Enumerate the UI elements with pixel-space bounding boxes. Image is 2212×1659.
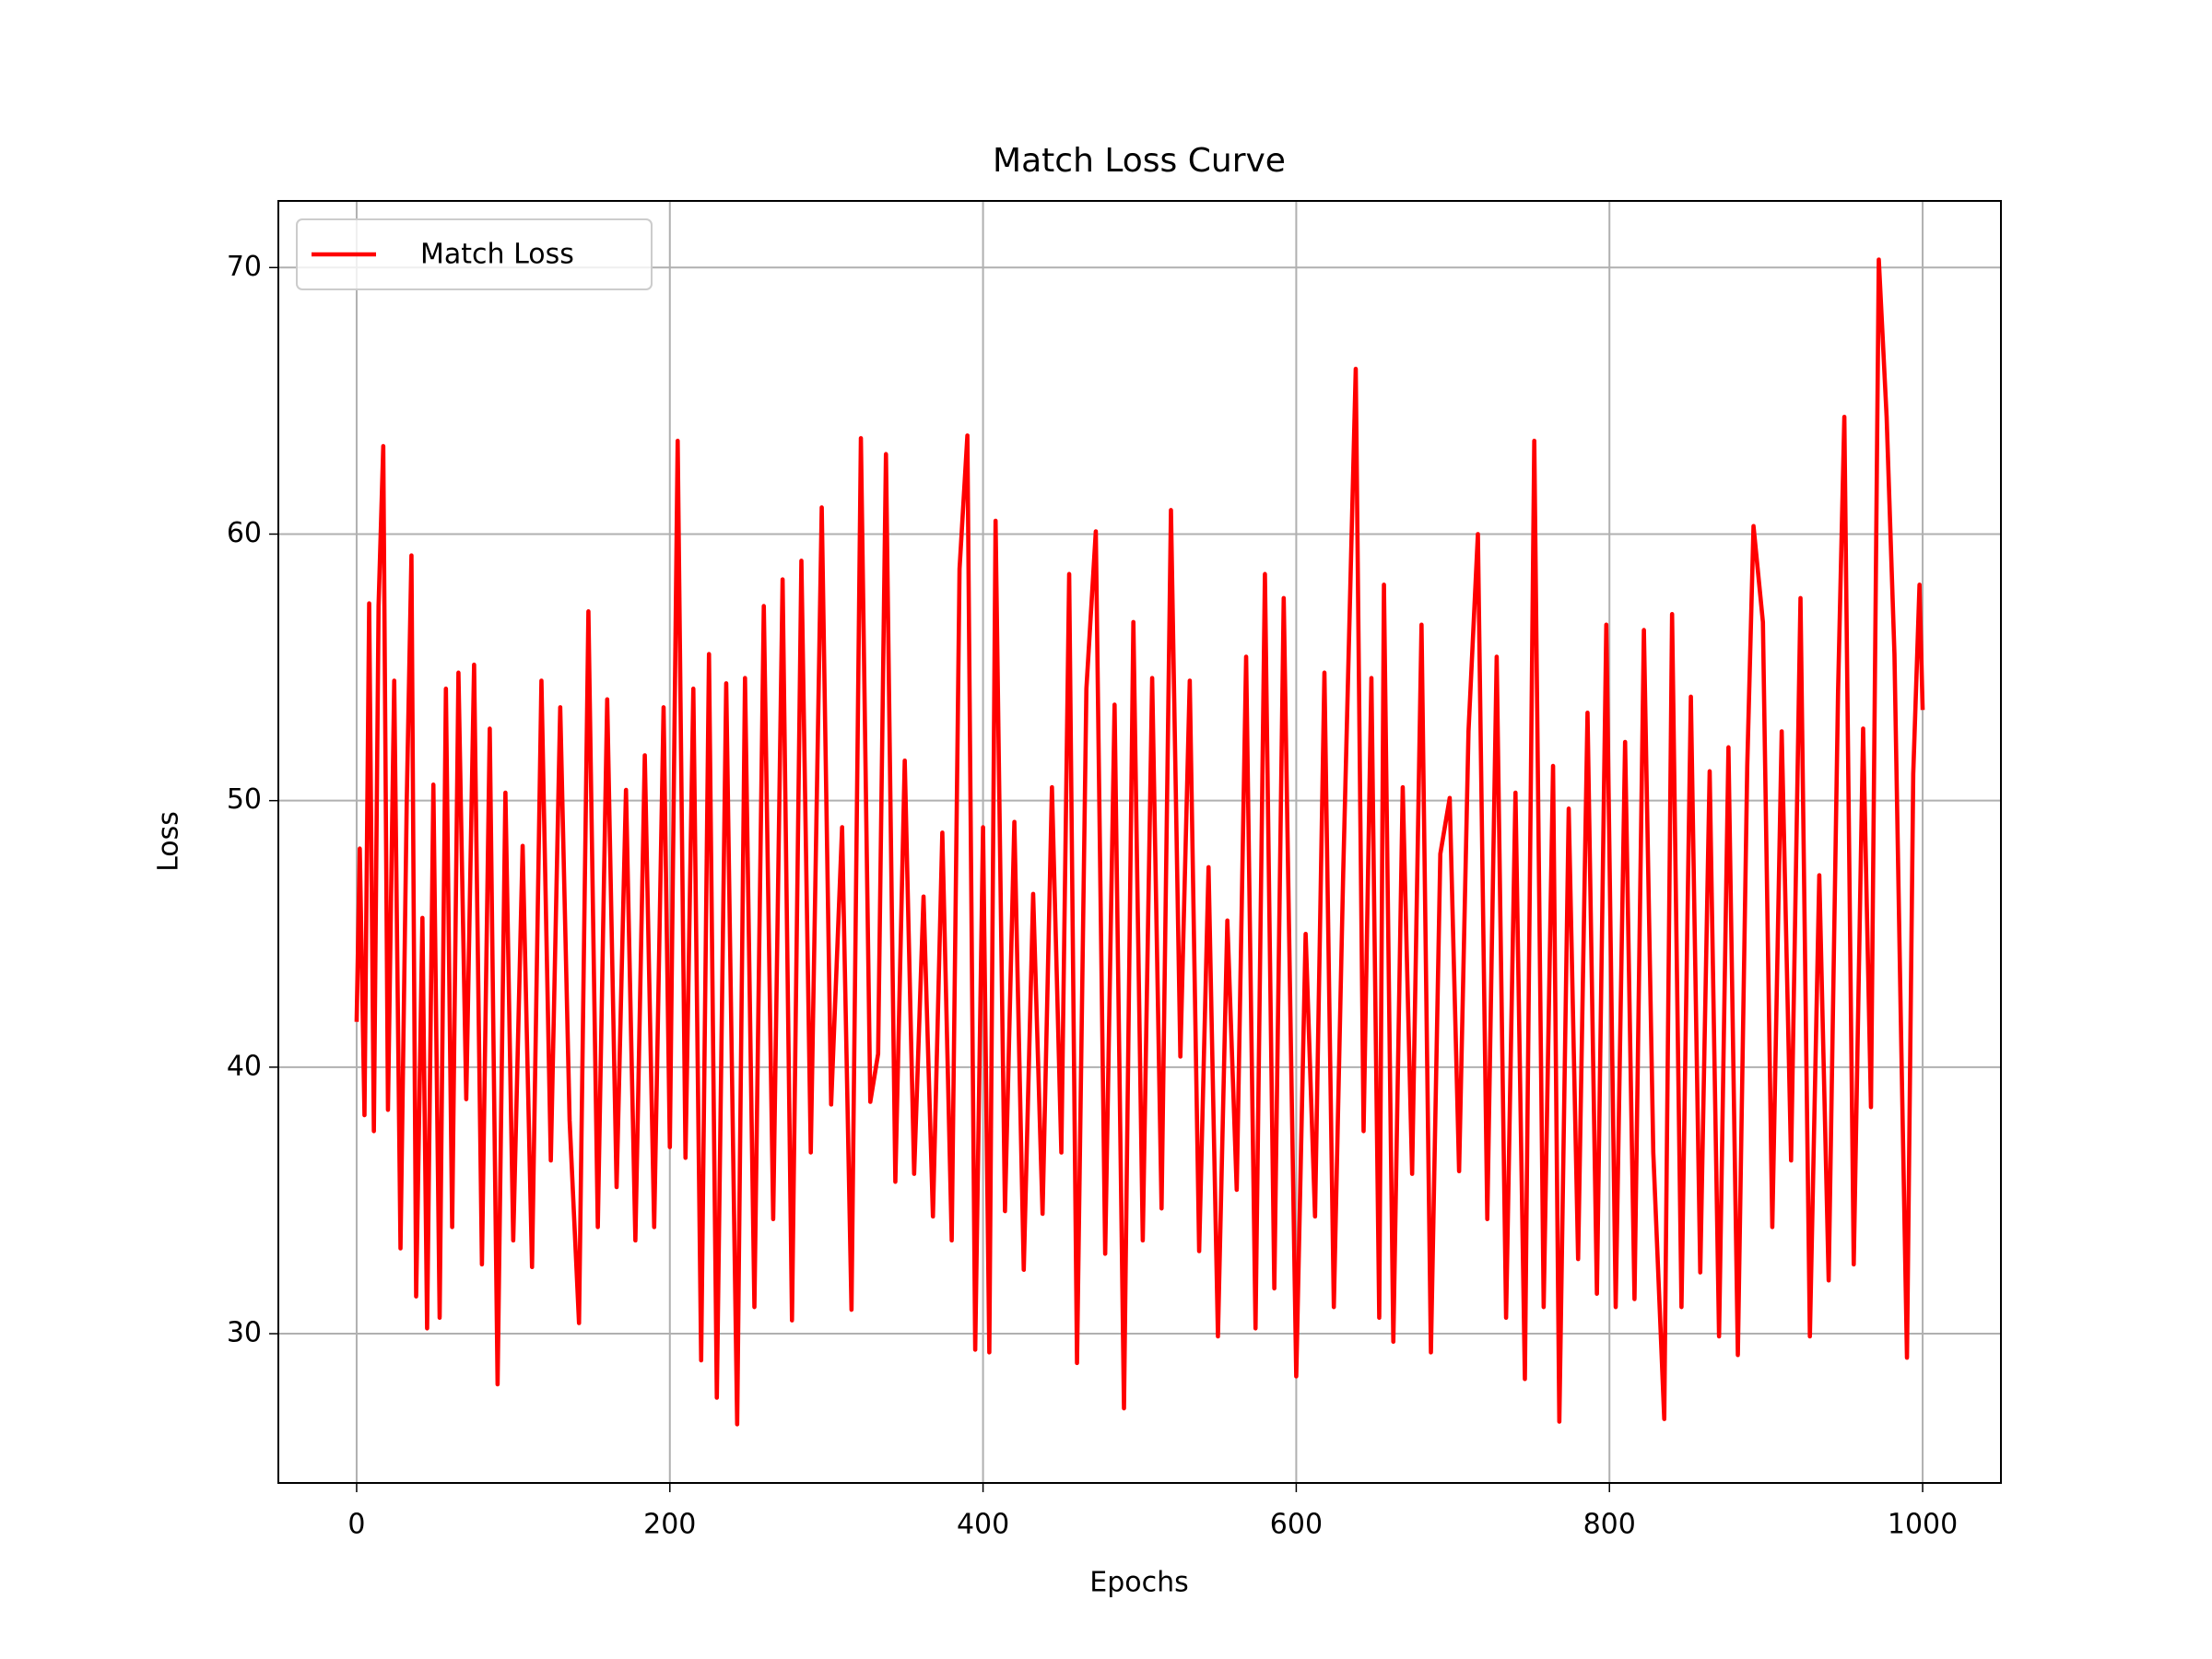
legend: Match Loss bbox=[296, 218, 653, 290]
y-axis-label: Loss bbox=[153, 811, 185, 872]
y-tick-label: 60 bbox=[227, 517, 262, 549]
y-tick-label: 40 bbox=[227, 1050, 262, 1082]
legend-box bbox=[296, 218, 653, 290]
x-tick-label: 400 bbox=[957, 1509, 1009, 1541]
y-tick-label: 50 bbox=[227, 783, 262, 816]
x-tick-label: 600 bbox=[1270, 1509, 1323, 1541]
data-line bbox=[354, 257, 1925, 1427]
x-tick-label: 0 bbox=[347, 1509, 365, 1541]
x-tick-label: 800 bbox=[1583, 1509, 1636, 1541]
x-tick-label: 200 bbox=[643, 1509, 696, 1541]
x-axis-label: Epochs bbox=[1089, 1567, 1189, 1599]
plot-frame bbox=[277, 200, 2002, 1484]
chart-title: Match Loss Curve bbox=[993, 142, 1286, 180]
y-tick-label: 70 bbox=[227, 251, 262, 283]
legend-label: Match Loss bbox=[420, 239, 574, 271]
y-tick-label: 30 bbox=[227, 1317, 262, 1349]
x-tick-label: 1000 bbox=[1888, 1509, 1958, 1541]
